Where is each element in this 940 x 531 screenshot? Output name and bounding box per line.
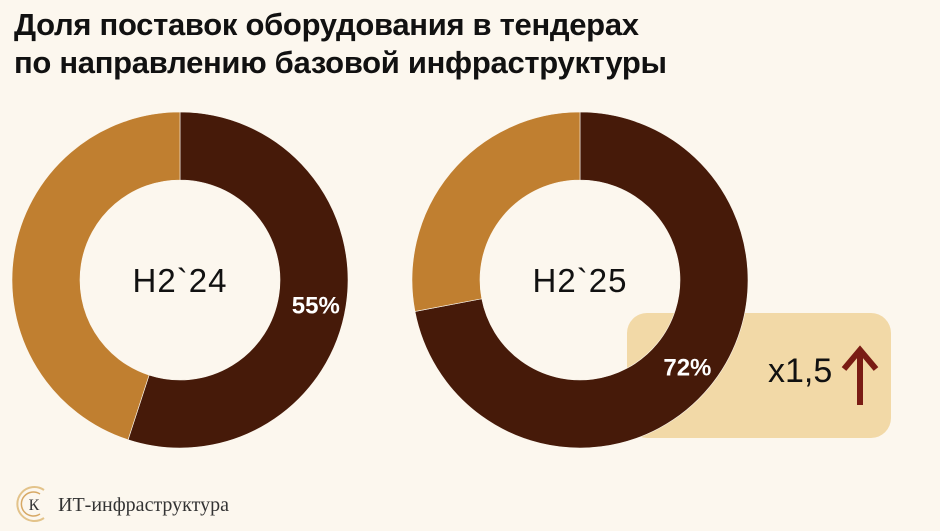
growth-label: x1,5 (768, 352, 833, 390)
donut-segment-other (11, 111, 181, 441)
data-label: 72% (663, 355, 711, 382)
page-title: Доля поставок оборудования в тендерах по… (14, 6, 667, 82)
title-line-1: Доля поставок оборудования в тендерах (14, 7, 639, 42)
brand-name: ИТ-инфраструктура (58, 494, 229, 516)
title-line-2: по направлению базовой инфраструктуры (14, 45, 667, 80)
logo-icon: К (16, 486, 45, 522)
donut-center-label: H2`24 (133, 262, 228, 299)
donut-segment-share (414, 111, 749, 449)
arrow-up-icon (841, 345, 879, 405)
data-label: 55% (292, 293, 340, 320)
donut-segment-share (127, 111, 349, 449)
logo-letter: К (29, 497, 40, 514)
donut-center-label: H2`25 (533, 262, 628, 299)
donut-segment-other (411, 111, 581, 312)
